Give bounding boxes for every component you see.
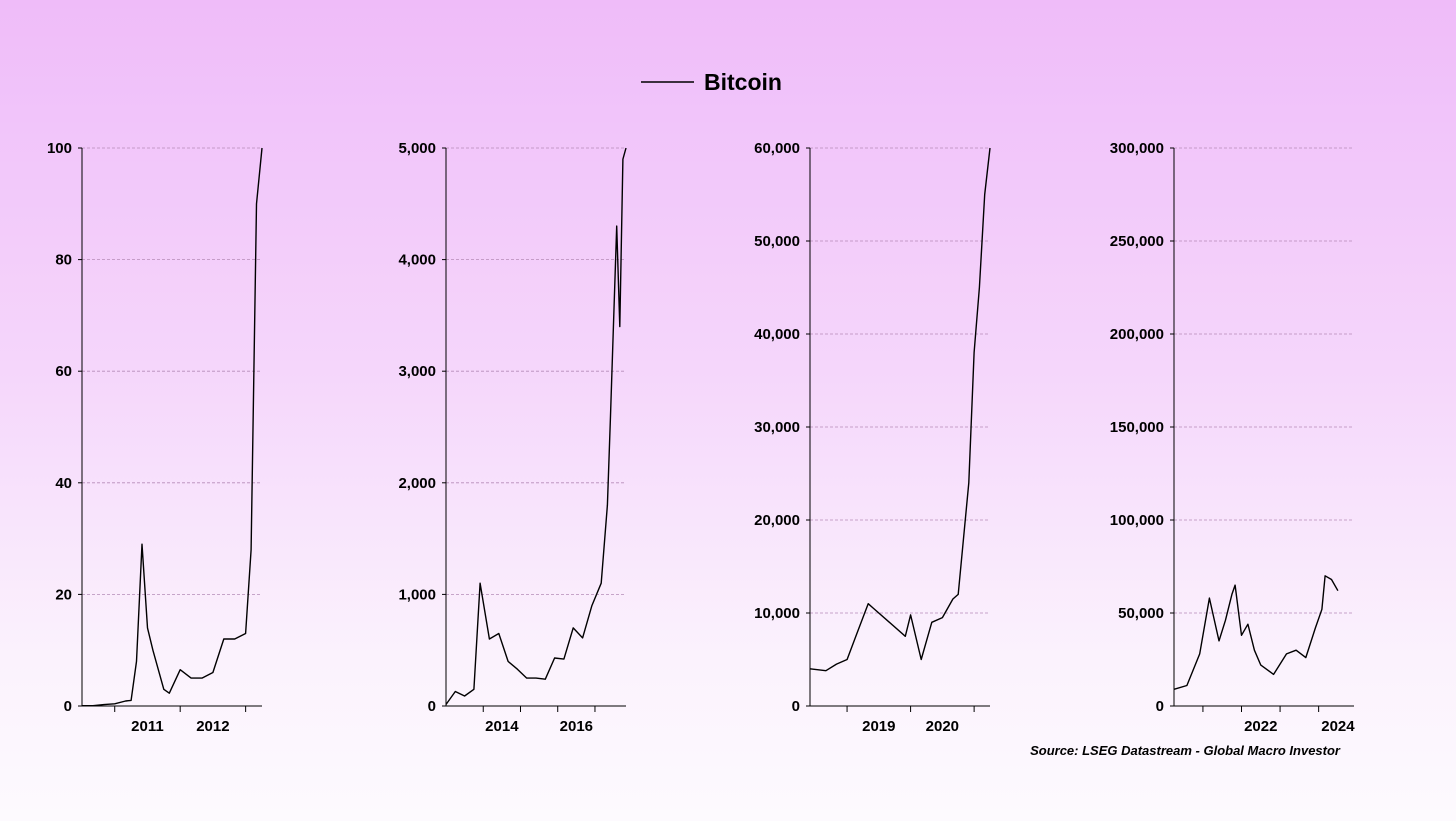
- y-tick-label: 20: [55, 586, 72, 603]
- y-tick-label: 50,000: [1118, 605, 1164, 622]
- y-tick-label: 40: [55, 475, 72, 492]
- y-tick-label: 300,000: [1110, 140, 1164, 157]
- y-tick-label: 20,000: [754, 512, 800, 529]
- panel-2: 0 1,000 2,000 3,000 4,000 5,000 2014 2016: [398, 140, 627, 735]
- panel-1: 0 20 40 60 80 100 2011 2012: [47, 140, 263, 735]
- y-tick-label: 0: [64, 698, 72, 715]
- y-tick-label: 200,000: [1110, 326, 1164, 343]
- y-tick-label: 0: [792, 698, 800, 715]
- panel-3: 0 10,000 20,000 30,000 40,000 50,000 60,000 201…: [754, 140, 991, 735]
- x-tick-label: 2020: [926, 718, 959, 735]
- y-tick-label: 0: [428, 698, 436, 715]
- x-tick-label: 2011: [131, 718, 164, 735]
- y-tick-label: 30,000: [754, 419, 800, 436]
- series-line-bitcoin: [82, 147, 263, 707]
- y-tick-label: 80: [55, 252, 72, 269]
- y-tick-label: 0: [1156, 698, 1164, 715]
- x-tick-label: 2014: [485, 718, 519, 735]
- y-tick-label: 10,000: [754, 605, 800, 622]
- x-tick-label: 2019: [862, 718, 895, 735]
- y-tick-label: 50,000: [754, 233, 800, 250]
- series-line-bitcoin: [445, 147, 627, 705]
- y-tick-label: 5,000: [398, 140, 436, 157]
- panel-4: 0 50,000 100,000 150,000 200,000 250,000 300,0…: [1110, 140, 1356, 735]
- chart-panels: 0 20 40 60 80 100 2011 2012 0 1,000 2,000 3,000 4,00…: [47, 140, 1355, 735]
- legend-label: Bitcoin: [704, 69, 782, 95]
- x-tick-label: 2024: [1321, 718, 1355, 735]
- y-tick-label: 40,000: [754, 326, 800, 343]
- y-tick-label: 150,000: [1110, 419, 1164, 436]
- series-line-bitcoin: [809, 147, 991, 672]
- y-tick-label: 100,000: [1110, 512, 1164, 529]
- x-tick-label: 2012: [196, 718, 229, 735]
- y-tick-label: 60: [55, 363, 72, 380]
- y-tick-label: 1,000: [398, 586, 436, 603]
- y-tick-label: 3,000: [398, 363, 436, 380]
- y-tick-label: 250,000: [1110, 233, 1164, 250]
- y-tick-label: 100: [47, 140, 72, 157]
- y-tick-label: 60,000: [754, 140, 800, 157]
- legend: Bitcoin: [641, 69, 782, 95]
- x-tick-label: 2016: [560, 718, 593, 735]
- series-line-bitcoin: [1173, 575, 1339, 690]
- source-note: Source: LSEG Datastream - Global Macro I…: [1030, 743, 1341, 758]
- y-tick-label: 4,000: [398, 252, 436, 269]
- y-tick-label: 2,000: [398, 475, 436, 492]
- x-tick-label: 2022: [1244, 718, 1277, 735]
